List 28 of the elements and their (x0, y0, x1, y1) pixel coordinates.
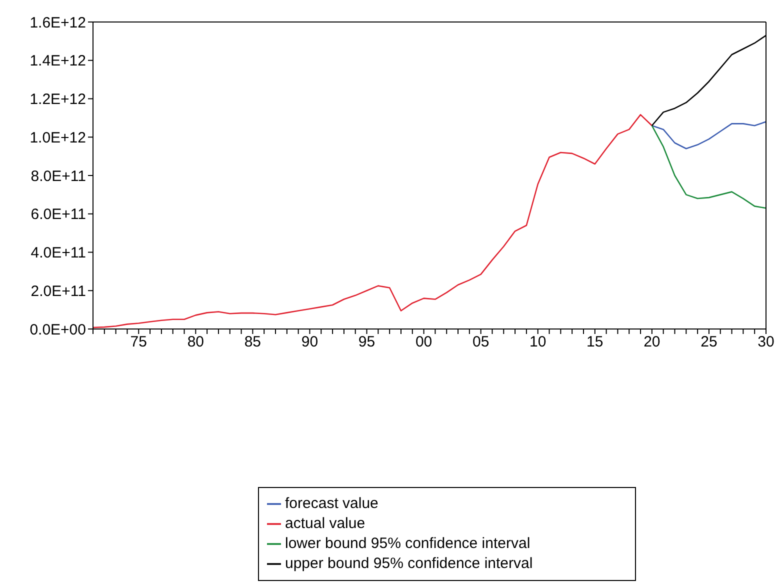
legend-label: upper bound 95% confidence interval (285, 555, 533, 572)
y-tick-label: 4.0E+11 (30, 244, 86, 262)
x-tick-label: 20 (644, 334, 660, 351)
x-tick-label: 25 (700, 334, 718, 351)
y-tick-label: 1.2E+12 (30, 91, 86, 108)
y-tick-label: 6.0E+11 (30, 206, 86, 224)
y-tick-label: 2.0E+11 (30, 282, 86, 300)
x-tick-label: 10 (530, 334, 546, 351)
x-tick-label: 30 (758, 334, 774, 351)
y-tick-label: 0.0E+00 (30, 321, 86, 338)
line-series (651, 124, 766, 209)
legend-label: actual value (285, 515, 366, 532)
legend-label: forecast value (285, 495, 378, 512)
line-series (651, 121, 766, 150)
y-tick-label: 1.6E+12 (30, 14, 86, 32)
line-series (93, 114, 653, 328)
y-tick-label: 1.4E+12 (30, 52, 86, 70)
y-tick-label: 8.0E+11 (30, 168, 86, 185)
legend-label: lower bound 95% confidence interval (285, 535, 530, 552)
x-tick-label: 85 (244, 334, 262, 351)
x-tick-label: 15 (586, 334, 604, 351)
x-tick-label: 00 (415, 334, 432, 351)
x-tick-label: 05 (472, 334, 490, 351)
x-tick-label: 95 (358, 334, 376, 351)
x-tick-label: 75 (130, 334, 147, 351)
x-tick-label: 80 (187, 334, 204, 351)
y-tick-label: 1.0E+12 (30, 129, 86, 146)
x-tick-label: 90 (301, 334, 318, 351)
